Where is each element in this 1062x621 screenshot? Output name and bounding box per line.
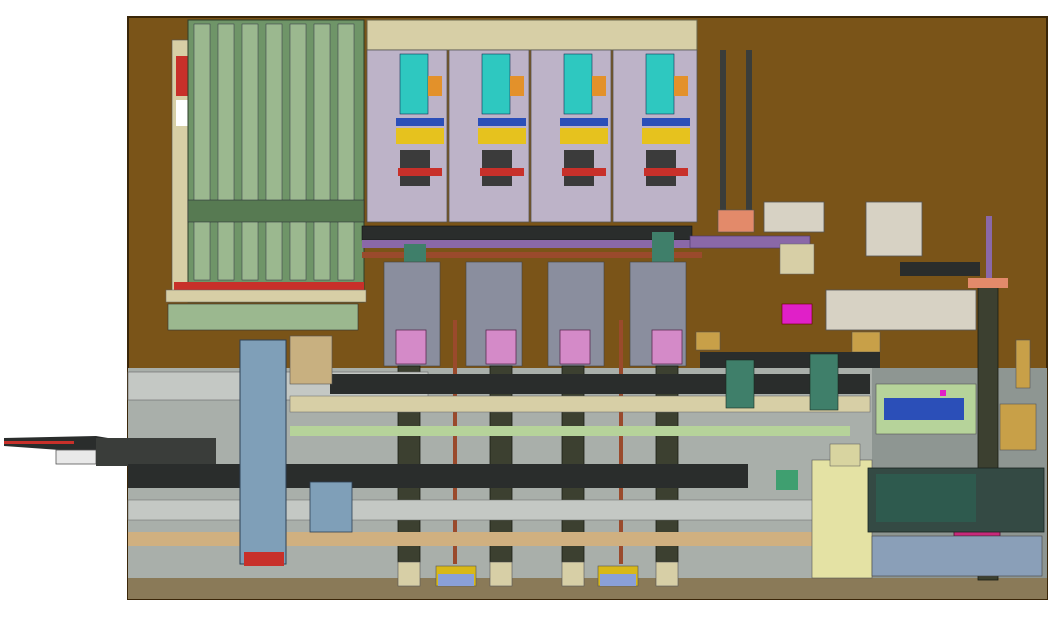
station-2-core	[478, 53, 526, 186]
bottom-rail-strip	[128, 578, 1047, 599]
left-probe-arm	[4, 436, 216, 466]
pink-carriages	[395, 329, 683, 365]
bottom-fixtures	[435, 565, 639, 587]
station-1-core	[396, 53, 444, 186]
right-components	[695, 50, 1037, 451]
station-3-core	[560, 53, 608, 186]
lower-right-blocks	[776, 443, 1045, 579]
copper-rods	[453, 320, 623, 564]
lower-transport	[127, 335, 871, 566]
left-magazine-rack	[165, 19, 367, 331]
station-4-core	[642, 53, 690, 186]
